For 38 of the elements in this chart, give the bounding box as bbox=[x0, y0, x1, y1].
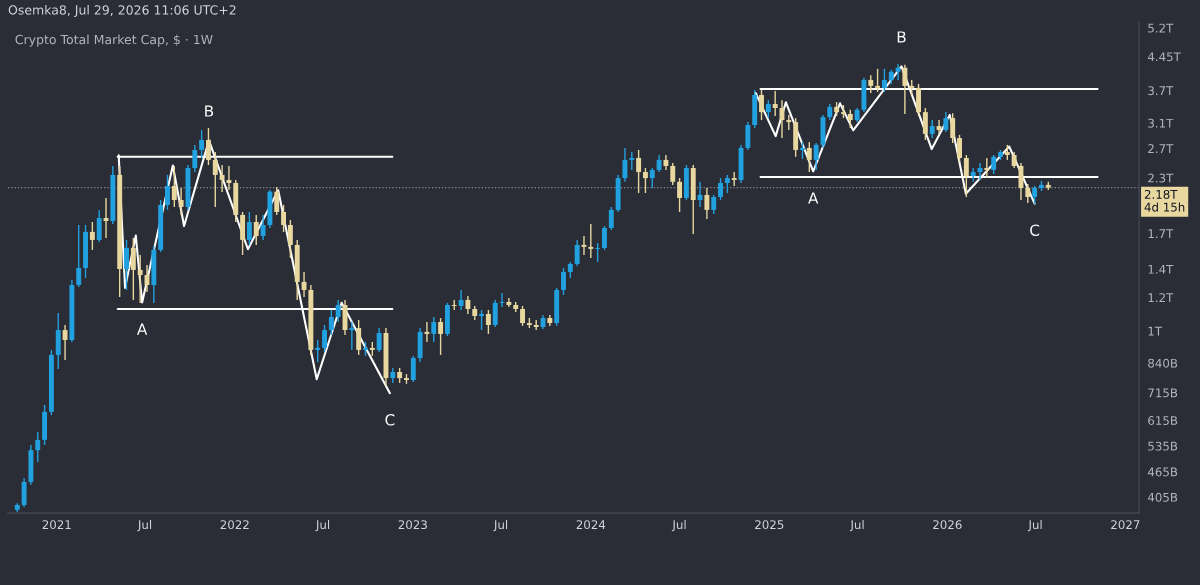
y-tick-label: 535B bbox=[1148, 441, 1178, 451]
y-tick-label: 1.7T bbox=[1148, 229, 1174, 238]
y-tick-label: 840B bbox=[1148, 358, 1178, 368]
text: Osemka8, Jul 29, 2026 11:06 UTC+2 bbox=[8, 4, 236, 17]
y-tick-label: 405B bbox=[1147, 492, 1178, 502]
y-tick-label: 1.2T bbox=[1148, 293, 1174, 302]
y-tick-label: 465B bbox=[1147, 467, 1178, 477]
annotation: C bbox=[385, 414, 395, 426]
y-tick-label: 2.3T bbox=[1148, 173, 1174, 183]
annotation: A bbox=[808, 192, 819, 204]
text: Crypto Total Market Cap, $ · 1W bbox=[15, 34, 213, 47]
y-tick-label: 3.1T bbox=[1148, 118, 1174, 128]
x-tick-label: Jul bbox=[493, 519, 508, 532]
x-tick-label: Jul bbox=[137, 519, 152, 532]
x-tick-label: Jul bbox=[849, 519, 864, 532]
annotation: A bbox=[137, 323, 148, 335]
y-tick-label: 715B bbox=[1148, 388, 1178, 398]
x-tick-label: 2026 bbox=[933, 520, 962, 530]
x-tick-label: 2023 bbox=[398, 520, 427, 530]
annotation: C bbox=[1030, 224, 1040, 236]
x-tick-label: 2021 bbox=[42, 520, 71, 530]
annotation: B bbox=[205, 105, 214, 117]
y-tick-label: 1T bbox=[1148, 326, 1163, 336]
annotation: B bbox=[897, 31, 906, 43]
x-tick-label: 2025 bbox=[755, 520, 784, 530]
x-tick-label: Jul bbox=[315, 519, 330, 532]
ref-line-label: 2.18T 4d 15h bbox=[1144, 189, 1185, 212]
y-tick-label: 2.7T bbox=[1148, 144, 1174, 153]
y-tick-label: 5.2T bbox=[1148, 23, 1174, 33]
y-tick-label: 615B bbox=[1148, 416, 1178, 425]
x-tick-label: Jul bbox=[1027, 519, 1042, 532]
x-tick-label: Jul bbox=[671, 519, 686, 532]
y-tick-label: 1.4T bbox=[1148, 265, 1174, 274]
y-tick-label: 4.45T bbox=[1147, 52, 1181, 62]
x-tick-label: 2024 bbox=[576, 520, 606, 530]
x-tick-label: 2022 bbox=[220, 520, 249, 530]
y-tick-label: 3.7T bbox=[1148, 86, 1174, 96]
x-tick-label: 2027 bbox=[1111, 520, 1140, 530]
